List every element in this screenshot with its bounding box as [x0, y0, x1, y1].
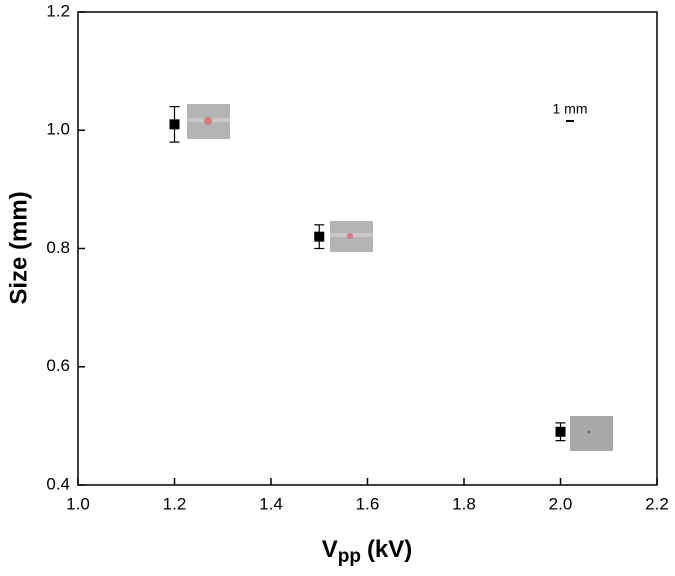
x-axis-title-main: V — [322, 536, 338, 563]
point — [555, 426, 566, 437]
y-axis-title: Size (mm) — [5, 191, 32, 304]
y-tick-label: 1.2 — [46, 1, 70, 20]
inset-spot — [347, 233, 353, 239]
x-tick-label: 1.6 — [356, 494, 380, 513]
annotation: 1 mm — [553, 101, 588, 117]
point — [169, 119, 180, 130]
x-tick-label: 1.4 — [259, 494, 283, 513]
point — [314, 231, 325, 242]
inset-spot — [204, 117, 212, 125]
x-axis-title-sub: pp — [338, 546, 361, 567]
y-tick-label: 0.6 — [46, 356, 70, 375]
x-axis-title: Vpp (kV) — [322, 536, 413, 567]
x-tick-label: 2.2 — [645, 494, 669, 513]
y-tick-label: 1.0 — [46, 120, 70, 139]
y-tick-label: 0.4 — [46, 474, 70, 493]
x-tick-label: 1.8 — [452, 494, 476, 513]
x-tick-label: 1.2 — [163, 494, 187, 513]
x-tick-label: 1.0 — [66, 494, 90, 513]
x-axis-title-unit: (kV) — [367, 536, 412, 563]
inset-image — [570, 416, 613, 451]
inset-spot — [587, 430, 591, 434]
inset-images — [187, 104, 613, 451]
y-tick-label: 0.8 — [46, 238, 70, 257]
x-tick-label: 2.0 — [549, 494, 573, 513]
